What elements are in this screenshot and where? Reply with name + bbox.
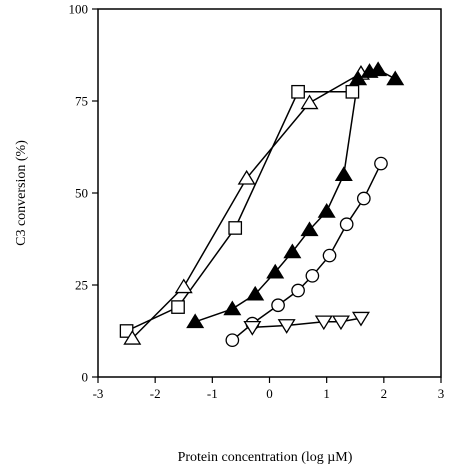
series-4-point [314, 315, 333, 331]
series-1-point [123, 329, 142, 345]
series-0-point [345, 84, 360, 99]
series-0-point [291, 84, 305, 99]
y-axis-title: C3 conversion (%) [14, 140, 29, 246]
y-tick-label: 0 [82, 370, 89, 385]
series-2-point [283, 243, 302, 259]
series-0-point [171, 300, 185, 314]
y-tick-label: 25 [75, 278, 88, 293]
x-axis-title: Protein concentration (log µM) [178, 450, 353, 465]
series-3-point [305, 268, 320, 283]
series-2-point [223, 300, 242, 316]
series-4-point [243, 320, 262, 336]
series-2-point [349, 70, 368, 86]
x-tick-label: -1 [207, 386, 218, 401]
series-3-point [356, 191, 371, 206]
series-3-point [271, 298, 285, 313]
x-tick-label: 0 [266, 386, 273, 401]
series-2-point [334, 166, 353, 181]
y-tick-label: 100 [69, 2, 89, 17]
series-4-point [331, 315, 350, 331]
series-2-point [369, 61, 388, 77]
x-tick-label: 1 [323, 386, 330, 401]
series-1-point [300, 94, 319, 110]
series-3-point [374, 156, 388, 171]
x-tick-label: -3 [93, 386, 104, 401]
series-2-point [300, 221, 319, 237]
series-0-line [126, 91, 353, 332]
y-tick-label: 50 [75, 186, 88, 201]
x-tick-label: 3 [438, 386, 445, 401]
y-tick-label: 75 [75, 94, 88, 109]
x-tick-label: 2 [381, 386, 388, 401]
series-0-point [228, 221, 243, 235]
series-3-point [339, 217, 354, 232]
series-3-point [225, 333, 240, 348]
series-2-point [266, 263, 285, 279]
series-3-point [322, 248, 337, 263]
series-3-point [291, 283, 305, 298]
series-2-point [317, 203, 336, 218]
series-1-point [237, 169, 256, 185]
series-4-point [277, 319, 296, 334]
series-2-point [386, 70, 405, 86]
series-2-point [246, 285, 265, 301]
x-tick-label: -2 [150, 386, 161, 401]
series-4-point [351, 311, 370, 327]
series-2-point [186, 313, 205, 329]
series-1-point [174, 278, 193, 294]
